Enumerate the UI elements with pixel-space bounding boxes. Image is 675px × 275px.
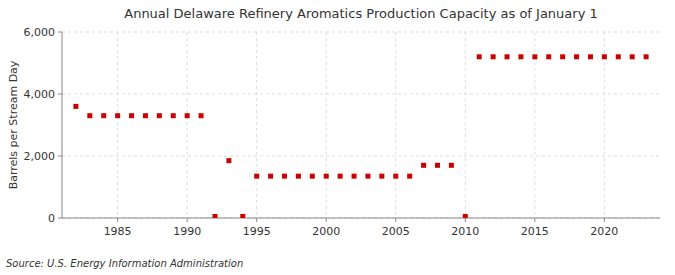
point <box>240 214 245 218</box>
x-tick <box>395 218 396 222</box>
point <box>393 174 398 179</box>
y-grid-line <box>62 156 660 157</box>
y-axis-line <box>62 32 63 218</box>
y-tick-label: 0 <box>48 212 55 225</box>
point <box>574 54 579 59</box>
x-tick-label: 2010 <box>451 225 479 238</box>
point <box>602 54 607 59</box>
x-tick-label: 1990 <box>173 225 201 238</box>
x-axis-line <box>62 218 660 219</box>
y-tick-label: 6,000 <box>24 26 56 39</box>
y-tick-label: 2,000 <box>24 150 56 163</box>
y-tick-label: 4,000 <box>24 88 56 101</box>
axes: 0 2,000 4,000 6,000 1985 1990 1995 2000 2005 2010… <box>24 26 661 238</box>
chart: 0 2,000 4,000 6,000 1985 1990 1995 2000 2005 2010… <box>0 0 675 275</box>
y-tick <box>58 156 62 157</box>
y-grid-line <box>62 32 660 33</box>
y-axis-label: Barrels per Stream Day <box>7 60 20 189</box>
x-tick <box>256 218 257 222</box>
x-grid-line <box>604 32 605 218</box>
x-tick-label: 1985 <box>104 225 132 238</box>
x-tick <box>465 218 466 222</box>
point <box>463 214 468 218</box>
x-tick <box>604 218 605 222</box>
point <box>449 163 454 168</box>
point <box>421 163 426 168</box>
point <box>268 174 273 179</box>
point <box>616 54 621 59</box>
point <box>296 174 301 179</box>
points <box>73 54 648 218</box>
y-grid-line <box>62 94 660 95</box>
point <box>143 113 148 118</box>
x-tick <box>534 218 535 222</box>
x-grid-line <box>117 32 118 218</box>
chart-container: 0 2,000 4,000 6,000 1985 1990 1995 2000 2005 2010… <box>0 0 675 275</box>
point <box>226 158 231 163</box>
point <box>282 174 287 179</box>
y-tick <box>58 218 62 219</box>
x-grid-line <box>187 32 188 218</box>
x-grid-line <box>465 32 466 218</box>
x-grid-line <box>395 32 396 218</box>
point <box>365 174 370 179</box>
x-tick-label: 2005 <box>382 225 410 238</box>
point <box>129 113 134 118</box>
point <box>505 54 510 59</box>
point <box>199 113 204 118</box>
point <box>310 174 315 179</box>
point <box>185 113 190 118</box>
x-tick-label: 2020 <box>590 225 618 238</box>
y-tick <box>58 94 62 95</box>
x-grid-line <box>256 32 257 218</box>
title: Annual Delaware Refinery Aromatics Produ… <box>124 6 598 21</box>
point <box>73 104 78 109</box>
point <box>546 54 551 59</box>
point <box>518 54 523 59</box>
point <box>157 113 162 118</box>
point <box>477 54 482 59</box>
x-tick-label: 1995 <box>243 225 271 238</box>
point <box>115 113 120 118</box>
y-grid-line <box>62 218 660 219</box>
point <box>254 174 259 179</box>
point <box>644 54 649 59</box>
point <box>338 174 343 179</box>
point <box>379 174 384 179</box>
point <box>560 54 565 59</box>
x-grid-line <box>326 32 327 218</box>
point <box>212 214 217 218</box>
x-grid-line <box>534 32 535 218</box>
x-tick-label: 2000 <box>312 225 340 238</box>
x-tick-label: 2015 <box>521 225 549 238</box>
y-tick <box>58 32 62 33</box>
x-tick <box>117 218 118 222</box>
point <box>588 54 593 59</box>
point <box>491 54 496 59</box>
point <box>171 113 176 118</box>
point <box>435 163 440 168</box>
point <box>630 54 635 59</box>
x-tick <box>326 218 327 222</box>
grid <box>62 32 660 218</box>
source-note: Source: U.S. Energy Information Administ… <box>6 258 243 269</box>
point <box>101 113 106 118</box>
point <box>532 54 537 59</box>
point <box>352 174 357 179</box>
point <box>87 113 92 118</box>
point <box>407 174 412 179</box>
point <box>324 174 329 179</box>
x-tick <box>187 218 188 222</box>
